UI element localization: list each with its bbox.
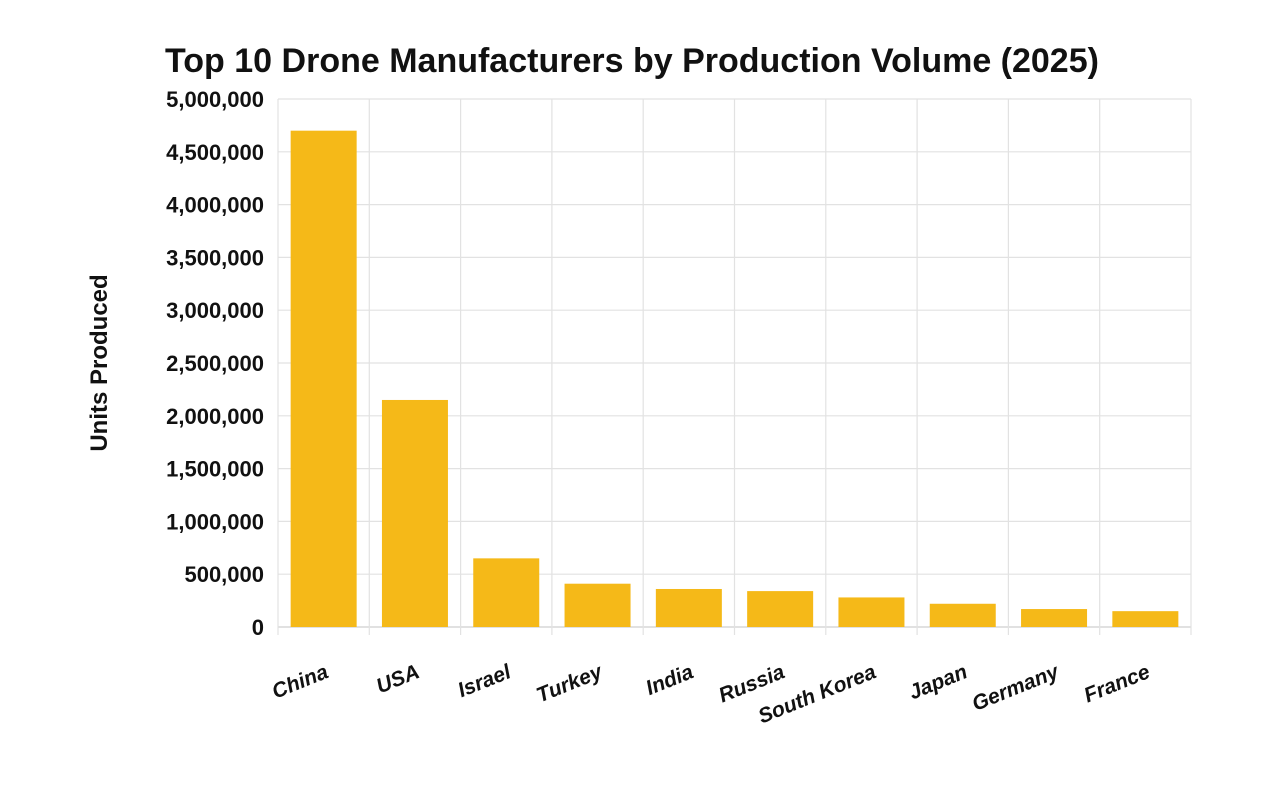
y-tick-label: 3,000,000 [166,298,264,323]
y-axis-label: Units Produced [86,274,113,451]
bar-south-korea [838,597,905,627]
y-tick-label: 4,000,000 [166,193,264,218]
y-tick-label: 1,000,000 [166,509,264,534]
y-tick-label: 0 [252,615,264,640]
bar-turkey [564,583,631,627]
y-tick-label: 5,000,000 [166,87,264,112]
bar-japan [929,603,996,627]
bar-germany [1021,609,1088,627]
x-tick-label: Turkey [533,660,606,707]
y-tick-label: 500,000 [184,562,264,587]
x-tick-label: Germany [969,660,1063,716]
y-tick-label: 2,500,000 [166,351,264,376]
x-tick-label: Japan [906,660,971,704]
y-tick-label: 4,500,000 [166,140,264,165]
y-tick-label: 2,000,000 [166,404,264,429]
bar-china [290,130,357,627]
x-tick-label: Israel [455,660,516,702]
x-tick-label: China [269,660,332,703]
bar-france [1112,611,1179,627]
x-tick-label: USA [373,660,423,698]
x-tick-label: India [643,660,697,700]
bar-usa [381,399,448,627]
bar-india [655,588,722,627]
y-tick-label: 1,500,000 [166,457,264,482]
chart-title: Top 10 Drone Manufacturers by Production… [165,42,1099,80]
bar-russia [747,591,814,627]
bar-israel [473,558,540,627]
x-tick-label: France [1081,660,1154,707]
y-tick-label: 3,500,000 [166,245,264,270]
